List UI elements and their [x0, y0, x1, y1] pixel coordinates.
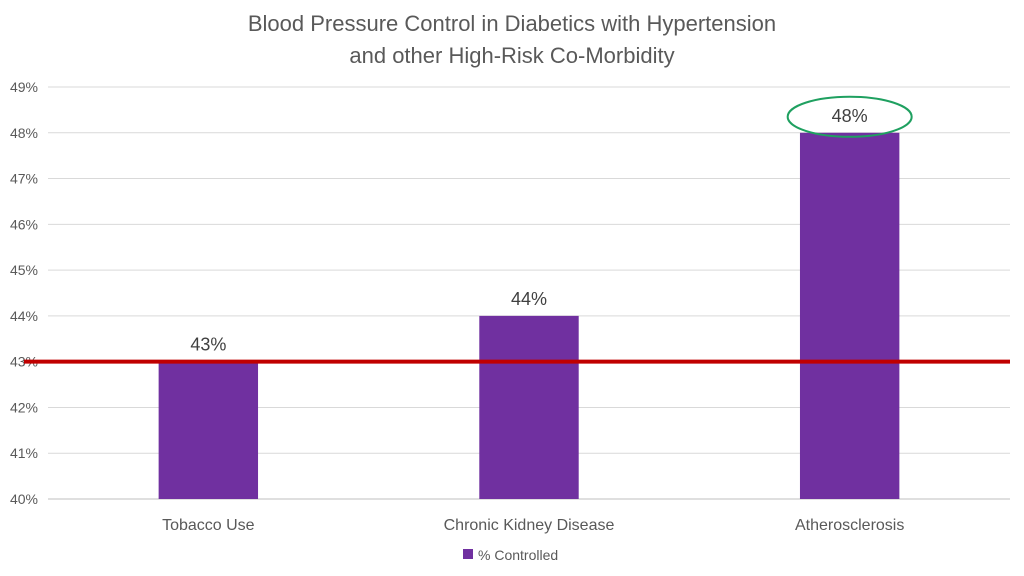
bar	[479, 315, 579, 499]
y-tick-label: 43%	[10, 354, 38, 370]
chart-title-line-1: Blood Pressure Control in Diabetics with…	[248, 11, 776, 36]
y-tick-label: 44%	[10, 308, 38, 324]
highlight-ellipse	[786, 95, 913, 138]
category-label: Tobacco Use	[162, 517, 255, 534]
y-tick-label: 41%	[10, 445, 38, 461]
y-tick-label: 48%	[10, 125, 38, 141]
y-tick-label: 42%	[10, 399, 38, 415]
legend: % Controlled	[463, 547, 558, 563]
annotations	[24, 95, 1010, 364]
data-labels: 43% 44% 48%	[190, 106, 867, 355]
y-tick-label: 47%	[10, 171, 38, 187]
y-tick-label: 45%	[10, 262, 38, 278]
legend-label: % Controlled	[478, 547, 558, 563]
data-label: 48%	[832, 106, 868, 126]
bar	[158, 361, 259, 499]
data-label: 44%	[511, 289, 547, 309]
chart-title-line-2: and other High-Risk Co-Morbidity	[349, 43, 674, 68]
category-label: Chronic Kidney Disease	[444, 517, 615, 534]
category-label: Atherosclerosis	[795, 517, 904, 534]
y-axis-ticks: 40% 41% 42% 43% 44% 45% 46% 47% 48% 49%	[10, 79, 38, 507]
y-tick-label: 40%	[10, 491, 38, 507]
data-label: 43%	[190, 335, 226, 355]
bar	[799, 132, 900, 499]
x-axis-categories: Tobacco Use Chronic Kidney Disease Atheros…	[162, 517, 904, 534]
legend-swatch	[463, 549, 473, 559]
y-tick-label: 49%	[10, 79, 38, 95]
y-tick-label: 46%	[10, 216, 38, 232]
bars	[158, 132, 900, 499]
